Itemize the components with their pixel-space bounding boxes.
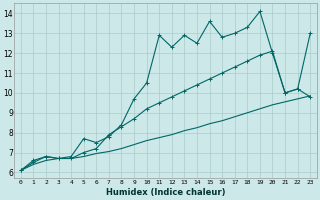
X-axis label: Humidex (Indice chaleur): Humidex (Indice chaleur) <box>106 188 225 197</box>
